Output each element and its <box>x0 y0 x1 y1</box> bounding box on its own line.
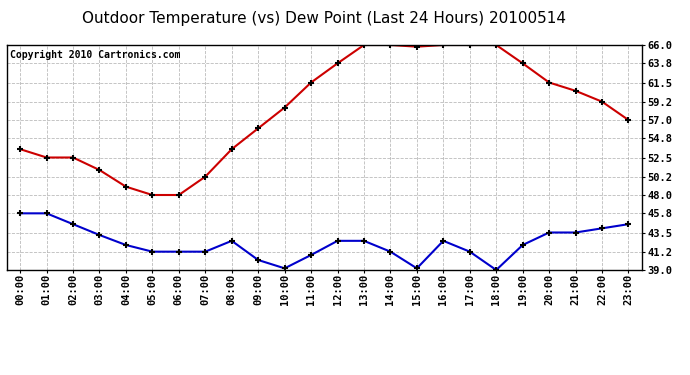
Text: Copyright 2010 Cartronics.com: Copyright 2010 Cartronics.com <box>10 50 181 60</box>
Text: Outdoor Temperature (vs) Dew Point (Last 24 Hours) 20100514: Outdoor Temperature (vs) Dew Point (Last… <box>82 11 566 26</box>
